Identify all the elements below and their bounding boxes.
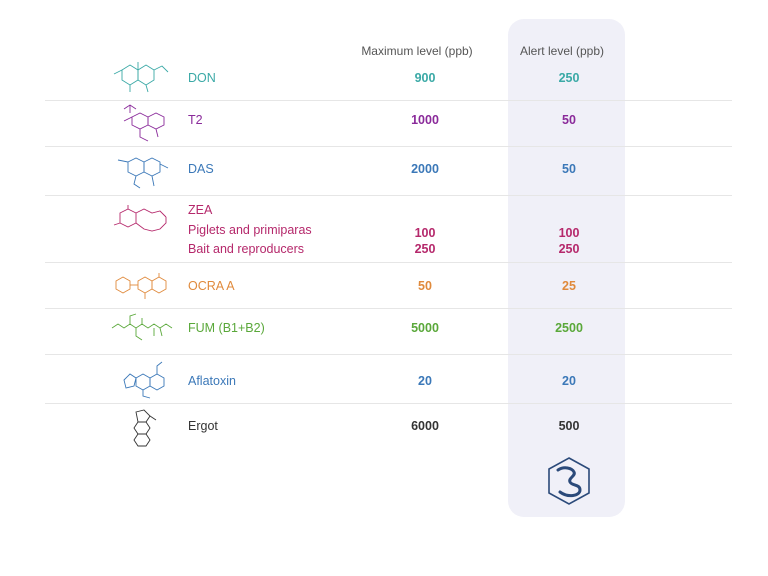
mycotoxin-name: DON bbox=[188, 71, 216, 85]
max-level-value: 6000 bbox=[411, 419, 439, 433]
max-level-value: 250 bbox=[414, 242, 436, 256]
row-divider bbox=[45, 403, 732, 404]
mycotoxin-name: Aflatoxin bbox=[188, 374, 236, 388]
row-divider bbox=[45, 354, 732, 355]
zea-subgroup-label: Piglets and primiparas bbox=[188, 223, 312, 237]
mycotoxin-name: FUM (B1+B2) bbox=[188, 321, 265, 335]
alert-level-value: 50 bbox=[562, 162, 576, 176]
alert-level-value: 250 bbox=[558, 71, 580, 85]
aflatoxin-molecule-icon bbox=[123, 361, 165, 399]
max-level-value: 1000 bbox=[411, 113, 439, 127]
row-divider bbox=[45, 262, 732, 263]
max-level-header: Maximum level (ppb) bbox=[361, 44, 473, 58]
mycotoxin-name: OCRA A bbox=[188, 279, 235, 293]
max-level-value: 50 bbox=[418, 279, 432, 293]
alert-level-value: 20 bbox=[562, 374, 576, 388]
zea-molecule-icon bbox=[113, 205, 167, 232]
max-level-value: 5000 bbox=[411, 321, 439, 335]
mycotoxin-name: Ergot bbox=[188, 419, 218, 433]
row-divider bbox=[45, 195, 732, 196]
alert-level-value: 500 bbox=[558, 419, 580, 433]
hexagon-brand-logo-icon bbox=[548, 457, 590, 505]
mycotoxin-name: DAS bbox=[188, 162, 214, 176]
don-molecule-icon bbox=[113, 62, 169, 93]
max-level-value: 900 bbox=[414, 71, 436, 85]
alert-level-value: 250 bbox=[558, 242, 580, 256]
mycotoxin-name: ZEA bbox=[188, 203, 213, 217]
alert-level-header: Alert level (ppb) bbox=[519, 44, 605, 58]
alert-level-value: 50 bbox=[562, 113, 576, 127]
row-divider bbox=[45, 146, 732, 147]
ergot-molecule-icon bbox=[133, 409, 157, 447]
alert-level-column-highlight bbox=[508, 19, 625, 517]
das-molecule-icon bbox=[117, 157, 169, 189]
max-level-value: 100 bbox=[414, 226, 436, 240]
alert-level-value: 100 bbox=[558, 226, 580, 240]
mycotoxin-name: T2 bbox=[188, 113, 203, 127]
ocra-molecule-icon bbox=[115, 273, 167, 299]
zea-subgroup-label: Bait and reproducers bbox=[188, 242, 305, 256]
max-level-value: 20 bbox=[418, 374, 432, 388]
fum-molecule-icon bbox=[111, 313, 173, 341]
max-level-value: 2000 bbox=[411, 162, 439, 176]
t2-molecule-icon bbox=[123, 104, 165, 142]
alert-level-value: 25 bbox=[562, 279, 576, 293]
row-divider bbox=[45, 100, 732, 101]
row-divider bbox=[45, 308, 732, 309]
alert-level-value: 2500 bbox=[555, 321, 583, 335]
